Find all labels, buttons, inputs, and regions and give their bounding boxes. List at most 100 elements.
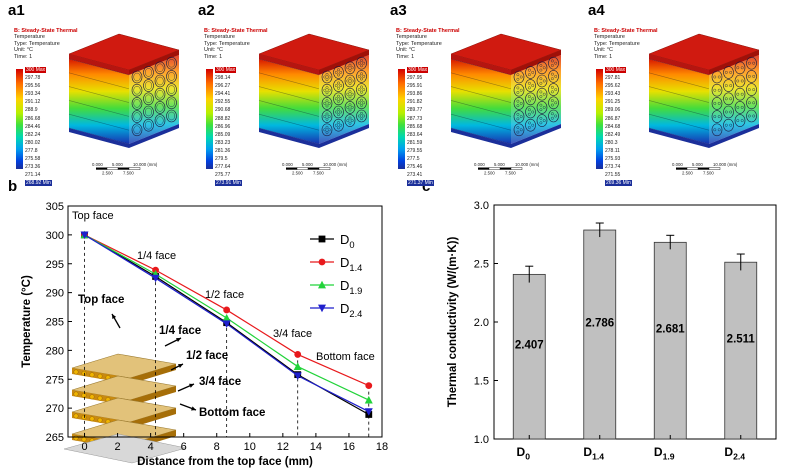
- scale-tick-label: 288.82: [215, 115, 231, 122]
- tube-end: [525, 92, 536, 106]
- data-point: [293, 362, 302, 370]
- x-tick-label: 0: [81, 441, 87, 453]
- tube-pore: [350, 106, 354, 109]
- stack-tube-dot: [89, 394, 95, 400]
- tube-pore: [528, 95, 531, 98]
- tube-end: [513, 83, 525, 97]
- inset-arrowhead: [176, 338, 181, 342]
- tube-line: [258, 72, 320, 90]
- tube-end: [746, 109, 757, 123]
- tube-pore: [327, 88, 331, 92]
- legend-marker: [318, 258, 326, 266]
- tube-pore: [334, 123, 338, 127]
- scale-tick-label: 283.23: [215, 139, 231, 146]
- tube-inner: [156, 76, 164, 86]
- scale-segment: [686, 167, 699, 170]
- scale-max-label: 300 Max: [25, 67, 47, 73]
- tube-pore: [531, 97, 535, 101]
- tube-pore: [554, 114, 558, 118]
- scale-bar: 0.000 5.000 10.000 (mm) 2.500 7.500: [472, 162, 542, 176]
- scale-tick-label: 285.09: [215, 131, 231, 138]
- tube-pore: [325, 73, 329, 76]
- tube-inner: [156, 103, 164, 112]
- tube-pore: [516, 73, 520, 77]
- tube-end: [525, 66, 536, 79]
- tube-end: [536, 87, 548, 101]
- temperature-color-scale: [206, 69, 213, 169]
- tube-pore: [360, 77, 363, 81]
- tube-pore: [360, 90, 363, 94]
- simulation-header: B: Steady-State Thermal Temperature Type: …: [204, 28, 268, 60]
- simulation-info-line: Type: Temperature: [396, 40, 442, 47]
- scale-tick-label: 295.91: [407, 83, 423, 90]
- scale-tick-label: 280.02: [25, 139, 41, 146]
- stack-tube-dot: [97, 417, 103, 423]
- scale-bottom-label: 7.500: [123, 171, 134, 176]
- tube-end: [333, 79, 344, 92]
- tube-pore: [516, 126, 520, 129]
- scale-segment: [318, 167, 331, 170]
- tube-pore: [519, 88, 523, 92]
- heat-sink-3d-model: [450, 33, 562, 148]
- tube-pore: [528, 121, 531, 125]
- tube-end: [131, 110, 143, 123]
- tube-pore: [337, 86, 340, 90]
- tube-pore: [539, 108, 543, 112]
- tube-pore: [323, 128, 327, 132]
- tube-end: [711, 83, 723, 97]
- tube-line: [258, 113, 320, 131]
- tube-pore: [539, 121, 543, 125]
- tube-end: [734, 101, 746, 114]
- simulation-info-line: Time: 1: [396, 53, 415, 60]
- tube-end: [344, 74, 356, 88]
- tube-pore: [531, 84, 535, 87]
- tube-end: [525, 105, 536, 119]
- tube-end: [711, 70, 723, 84]
- scale-max-label: 300 Max: [215, 67, 237, 73]
- tube-pore: [327, 75, 331, 79]
- thermal-conductivity-bar-chart: 1.0 1.5 2.0 2.5 3.0 Thermal conductivity (W/(…: [447, 200, 777, 462]
- front-face: [69, 59, 129, 144]
- scale-tick-label: 277.64: [215, 164, 231, 171]
- inset-label-top-face: Top face: [78, 294, 124, 306]
- y-axis-label: Temperature (°C): [21, 275, 33, 368]
- legend-label: D1.4: [340, 255, 362, 273]
- scale-min-label: 271.37 Min: [407, 180, 434, 187]
- tube-end: [513, 70, 525, 84]
- tube-pore: [348, 103, 352, 107]
- x-axis-label: Distance from the top face (mm): [137, 456, 313, 468]
- scale-segment: [698, 167, 709, 170]
- top-plate-side: [709, 50, 759, 75]
- scale-bottom-label: 2.500: [102, 171, 113, 176]
- tube-end: [131, 97, 143, 110]
- stack-base-plate: [63, 433, 187, 464]
- tube-pore: [717, 115, 721, 119]
- heat-sink-3d-model: [68, 33, 180, 148]
- tube-end: [166, 83, 177, 96]
- top-plate-front: [259, 54, 319, 75]
- tube-inner: [167, 72, 175, 81]
- bottom-plate: [69, 124, 179, 148]
- tube-line: [258, 100, 320, 117]
- data-point: [222, 313, 231, 322]
- tube-pore: [528, 68, 531, 72]
- y-axis-label: Thermal conductivity (W/(m·K)): [447, 237, 459, 408]
- tube-pore: [360, 104, 363, 107]
- tube-end: [356, 96, 367, 110]
- tube-end: [548, 70, 559, 83]
- tube-pore: [323, 115, 327, 119]
- scale-tick-label: 285.68: [407, 123, 423, 130]
- scale-tick-label: 289.06: [605, 107, 621, 114]
- temperature-scale-labels: 300 Max 297.95 295.91 293.86 291.82 289.77 287…: [407, 66, 434, 187]
- scale-bar-graphic: 0.000 5.000 10.000 (mm) 2.500 7.500: [474, 162, 540, 176]
- simulation-panel-a2: B: Steady-State Thermal Temperature Type: …: [200, 24, 375, 187]
- tube-pore: [713, 102, 717, 105]
- tube-pore: [551, 85, 554, 89]
- tube-pore: [551, 103, 554, 107]
- tube-pore: [323, 75, 327, 79]
- bar-value-label: 2.681: [656, 324, 685, 336]
- tube-line: [68, 113, 130, 131]
- tube-pore: [539, 64, 543, 67]
- tube-end: [548, 96, 559, 110]
- tube-pore: [325, 86, 329, 89]
